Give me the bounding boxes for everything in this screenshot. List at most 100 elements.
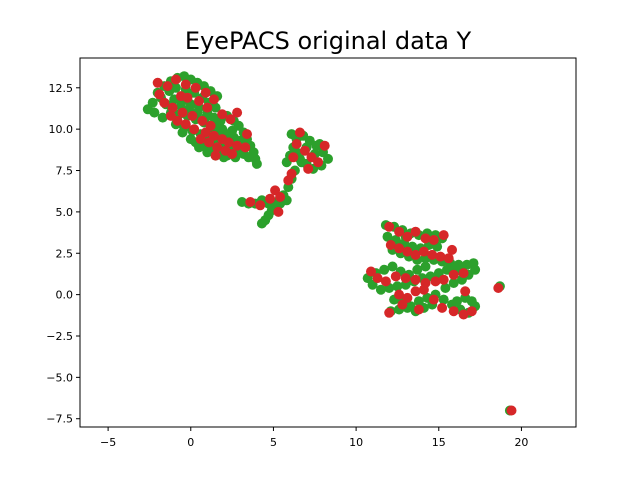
scatter-point-red	[319, 140, 330, 151]
scatter-point-red	[390, 271, 401, 282]
y-tick-label: 12.5	[49, 82, 74, 95]
x-tick-label: −5	[100, 436, 116, 449]
scatter-point-red	[410, 249, 421, 260]
scatter-point-red	[438, 274, 449, 285]
scatter-point-red	[189, 124, 200, 135]
scatter-point-red	[400, 273, 411, 284]
scatter-point-red	[200, 87, 211, 98]
scatter-point-red	[227, 149, 238, 159]
scatter-point-red	[170, 74, 181, 85]
scatter-point-red	[242, 129, 252, 140]
scatter-point-red	[265, 193, 276, 204]
scatter-point-red	[385, 240, 396, 250]
x-tick-label: 0	[187, 436, 194, 449]
scatter-point-red	[212, 142, 223, 153]
y-tick-label: −2.5	[46, 330, 73, 343]
scatter-point-green	[286, 129, 297, 140]
scatter-point-red	[458, 309, 469, 320]
scatter-point-red	[466, 306, 477, 317]
scatter-point-green	[382, 231, 393, 242]
scatter-point-red	[232, 140, 243, 151]
scatter-point-red	[384, 307, 395, 318]
scatter-point-red	[418, 284, 429, 295]
scatter-point-red	[448, 306, 459, 317]
scatter-point-red	[313, 157, 324, 168]
scatter-point-red	[430, 276, 441, 287]
scatter-point-red	[443, 253, 454, 264]
scatter-point-red	[420, 233, 431, 244]
scatter-point-red	[225, 114, 236, 125]
x-tick-label: 10	[349, 436, 363, 449]
scatter-point-green	[185, 134, 196, 145]
scatter-point-red	[273, 206, 284, 217]
scatter-point-green	[412, 264, 423, 275]
scatter-point-red	[182, 92, 193, 103]
scatter-point-green	[440, 283, 451, 293]
scatter-point-green	[149, 107, 160, 118]
scatter-point-red	[245, 197, 256, 207]
scatter-point-red	[410, 274, 421, 285]
scatter-point-red	[435, 251, 446, 262]
scatter-point-green	[210, 102, 221, 113]
scatter-point-red	[394, 243, 405, 254]
scatter-point-green	[243, 152, 254, 163]
x-axis: −5 0 5 10 15 20	[100, 427, 528, 449]
scatter-point-red	[506, 405, 517, 416]
data-points	[142, 71, 517, 416]
y-tick-label: 7.5	[56, 165, 74, 178]
scatter-point-red	[447, 244, 457, 255]
scatter-point-red	[410, 286, 421, 297]
scatter-point-green	[147, 97, 158, 108]
scatter-point-green	[202, 147, 213, 158]
x-tick-label: 15	[432, 436, 446, 449]
scatter-point-green	[157, 112, 168, 123]
scatter-point-green	[323, 153, 333, 164]
scatter-point-red	[152, 77, 163, 88]
scatter-point-red	[294, 127, 305, 138]
scatter-point-red	[217, 109, 228, 120]
scatter-point-green	[296, 157, 307, 168]
scatter-point-red	[180, 119, 191, 130]
scatter-point-red	[380, 276, 391, 287]
scatter-point-red	[384, 221, 395, 232]
y-tick-label: 2.5	[56, 247, 74, 260]
scatter-point-red	[427, 249, 438, 260]
scatter-point-green	[452, 296, 462, 307]
scatter-point-red	[460, 286, 471, 297]
scatter-point-green	[420, 261, 431, 272]
scatter-point-red	[413, 304, 424, 315]
scatter-point-red	[438, 230, 449, 241]
scatter-point-red	[402, 246, 413, 257]
scatter-point-red	[286, 168, 297, 179]
scatter-point-red	[291, 139, 302, 149]
scatter-point-red	[255, 200, 266, 211]
scatter-point-red	[428, 294, 439, 305]
y-tick-label: −5.0	[46, 371, 73, 384]
y-tick-label: 0.0	[56, 289, 74, 302]
y-tick-label: 10.0	[49, 123, 74, 136]
scatter-point-red	[187, 110, 198, 121]
scatter-point-red	[240, 142, 251, 153]
scatter-point-red	[418, 246, 429, 257]
scatter-point-red	[162, 81, 173, 92]
scatter-point-green	[379, 264, 390, 275]
scatter-point-red	[437, 302, 448, 313]
scatter-point-red	[177, 107, 188, 118]
scatter-point-red	[366, 266, 376, 277]
x-tick-label: 5	[270, 436, 277, 449]
y-axis: −7.5 −5.0 −2.5 0.0 2.5 5.0 7.5 10.0 12.5	[46, 82, 80, 426]
y-tick-label: −7.5	[46, 413, 73, 426]
scatter-point-red	[167, 102, 178, 113]
scatter-point-red	[210, 150, 221, 161]
scatter-point-red	[223, 137, 234, 148]
scatter-point-red	[154, 89, 165, 100]
scatter-point-red	[195, 134, 206, 145]
scatter-point-red	[232, 107, 243, 118]
scatter-point-red	[299, 145, 310, 156]
scatter-point-red	[165, 110, 176, 121]
scatter-point-red	[493, 283, 504, 293]
plot-area-frame	[79, 57, 577, 428]
scatter-point-red	[448, 269, 459, 280]
scatter-point-green	[392, 281, 403, 292]
